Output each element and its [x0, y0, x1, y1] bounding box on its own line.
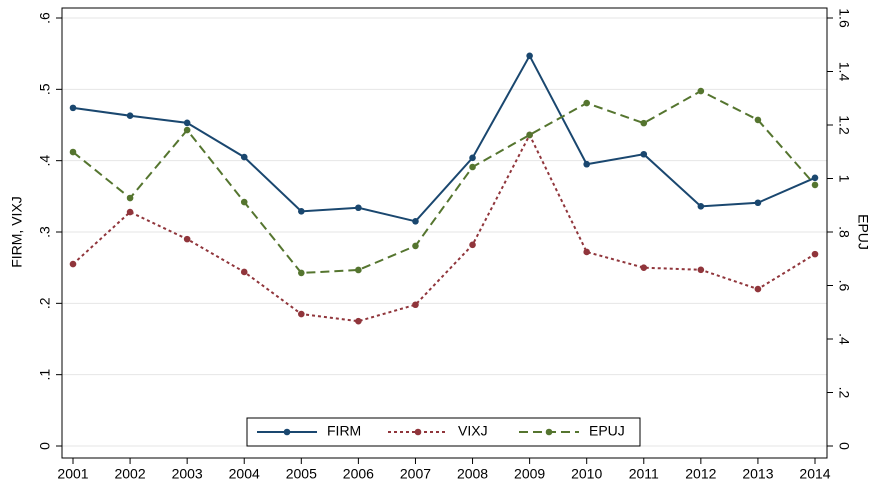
plot-frame — [61, 7, 828, 459]
y2-tick-label: .8 — [836, 226, 852, 238]
x-tick-label: 2011 — [629, 466, 659, 482]
point — [697, 87, 705, 95]
point — [298, 208, 305, 215]
series-line — [72, 132, 816, 323]
y-tick-label: .4 — [37, 155, 53, 167]
x-tick-label: 2014 — [799, 466, 830, 482]
point — [811, 250, 819, 258]
point — [183, 119, 191, 127]
point — [640, 119, 648, 127]
point — [355, 266, 362, 274]
y-tick-label: .2 — [37, 297, 53, 309]
point — [412, 242, 419, 250]
x-tick-label: 2007 — [400, 466, 431, 482]
x-tick-label: 2008 — [457, 466, 488, 482]
series-line — [72, 53, 816, 223]
point — [298, 269, 305, 277]
legend-label: FIRM — [327, 423, 361, 439]
point — [811, 181, 819, 189]
y-tick-label: .6 — [37, 12, 53, 24]
y2-tick-label: 1.4 — [836, 62, 852, 82]
point — [754, 199, 762, 207]
point — [126, 208, 134, 216]
y-tick-label: 0 — [37, 442, 53, 450]
legend-label: VIXJ — [458, 423, 488, 439]
point — [69, 260, 77, 268]
legend-marker — [414, 428, 422, 436]
y2-tick-label: 1 — [836, 175, 852, 183]
point — [583, 160, 590, 168]
point — [69, 104, 77, 112]
point — [183, 126, 191, 134]
point — [240, 268, 248, 276]
point — [240, 198, 248, 206]
y2-tick-label: 1.2 — [836, 115, 852, 135]
point — [126, 112, 134, 120]
point — [811, 174, 819, 182]
point — [754, 116, 762, 124]
point — [69, 148, 77, 156]
point — [126, 194, 134, 202]
point — [298, 310, 305, 318]
x-tick-label: 2002 — [114, 466, 145, 482]
point — [240, 153, 248, 161]
point — [355, 204, 362, 212]
point — [754, 285, 762, 293]
point — [583, 248, 590, 256]
point — [640, 150, 648, 158]
x-tick-label: 2010 — [571, 466, 602, 482]
y-tick-label: .5 — [37, 83, 53, 95]
y2-tick-label: 1.6 — [836, 8, 852, 28]
x-tick-label: 2009 — [514, 466, 545, 482]
x-tick-label: 2013 — [742, 466, 773, 482]
point — [412, 218, 419, 225]
point — [355, 317, 362, 325]
point — [469, 241, 476, 249]
legend-marker — [545, 428, 553, 436]
x-tick-label: 2004 — [229, 466, 260, 482]
y-tick-label: .3 — [37, 226, 53, 238]
legend-label: EPUJ — [589, 423, 625, 439]
series-line — [72, 89, 816, 274]
point — [412, 301, 419, 309]
x-tick-label: 2006 — [343, 466, 374, 482]
y2-tick-label: 0 — [836, 442, 852, 450]
point — [526, 52, 533, 60]
point — [697, 266, 705, 274]
y-tick-label: .1 — [37, 369, 53, 381]
y2-axis-title: EPUJ — [855, 214, 871, 250]
point — [469, 154, 476, 162]
x-tick-label: 2005 — [286, 466, 317, 482]
point — [697, 203, 705, 210]
point — [640, 264, 648, 271]
point — [469, 163, 476, 171]
y-axis-title: FIRM, VIXJ — [9, 196, 25, 268]
y2-tick-label: .2 — [836, 387, 852, 399]
y2-tick-label: .4 — [836, 333, 852, 345]
x-tick-label: 2012 — [685, 466, 716, 482]
point — [583, 99, 590, 107]
point — [183, 235, 191, 243]
x-tick-label: 2001 — [57, 466, 88, 482]
y2-tick-label: .6 — [836, 280, 852, 292]
legend-marker — [283, 428, 291, 436]
point — [526, 131, 533, 139]
x-tick-label: 2003 — [172, 466, 203, 482]
